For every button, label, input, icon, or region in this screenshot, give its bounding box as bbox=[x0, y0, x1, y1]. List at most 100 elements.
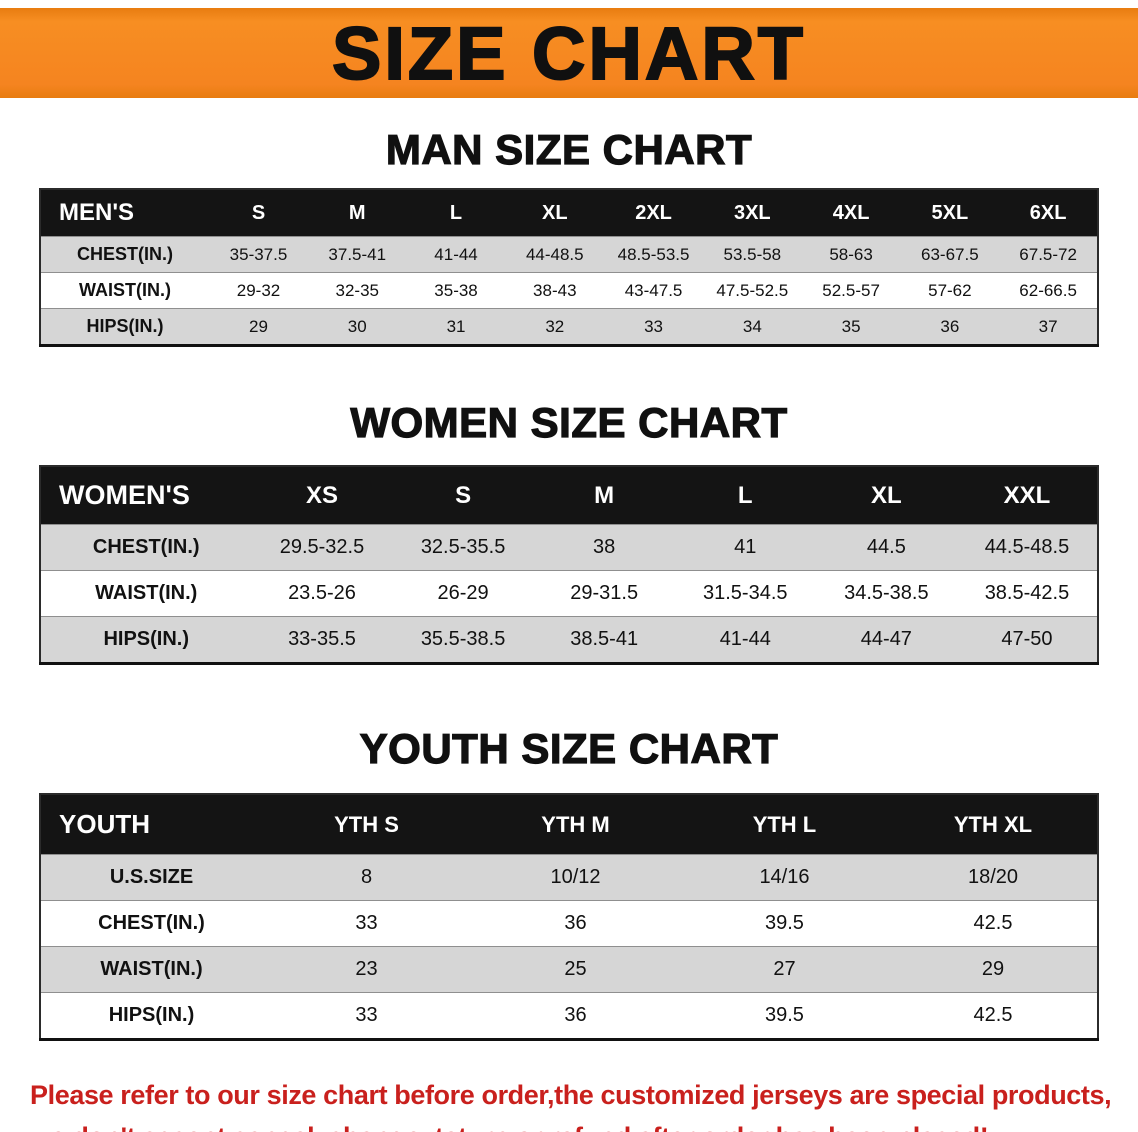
size-value-cell: 34.5-38.5 bbox=[844, 582, 929, 604]
size-value-cell: 41 bbox=[734, 536, 757, 558]
size-value-cell: 47.5-52.5 bbox=[716, 280, 789, 300]
table-row: WAIST(IN.) 23.5-26 26-29 29-31.5 31.5-34.5 34… bbox=[40, 570, 1098, 617]
size-value-cell: 42.5 bbox=[973, 1004, 1013, 1026]
size-value-cell: 35-37.5 bbox=[229, 244, 288, 264]
size-value-cell: 38 bbox=[593, 536, 616, 558]
disclaimer-note: Please refer to our size chart before or… bbox=[0, 1075, 1138, 1132]
women-section-heading: WOMEN SIZE CHART bbox=[350, 398, 788, 446]
size-value-cell: 35.5-38.5 bbox=[420, 628, 506, 650]
youth-size-section: YOUTH SIZE CHART YOUTH YTH S YTH M YTH L YTH… bbox=[0, 724, 1138, 1041]
size-value-cell: 33 bbox=[355, 912, 378, 934]
size-value-cell: 27 bbox=[773, 958, 796, 980]
size-value-cell: 37.5-41 bbox=[328, 244, 387, 264]
size-column-header: S bbox=[392, 466, 534, 525]
table-row: CHEST(IN.) 33 36 39.5 42.5 bbox=[40, 900, 1098, 947]
table-row: CHEST(IN.) 29.5-32.5 32.5-35.5 38 41 44.5 44.5… bbox=[40, 524, 1098, 571]
size-value-cell: 31.5-34.5 bbox=[703, 582, 788, 604]
size-value-cell: 29 bbox=[981, 958, 1005, 980]
table-header-row: WOMEN'S XS S M L XL XXL bbox=[40, 466, 1098, 525]
size-value-cell: 43-47.5 bbox=[624, 280, 683, 300]
row-label: U.S.SIZE bbox=[109, 866, 194, 888]
size-column-header: L bbox=[406, 189, 506, 237]
size-value-cell: 35-38 bbox=[434, 280, 478, 300]
table-corner-label: WOMEN'S bbox=[40, 466, 252, 525]
size-value-cell: 41-44 bbox=[719, 628, 771, 650]
size-value-cell: 44.5 bbox=[866, 536, 906, 558]
table-row: WAIST(IN.) 29-32 32-35 35-38 38-43 43-47.5 47.… bbox=[40, 272, 1098, 309]
size-value-cell: 25 bbox=[564, 958, 587, 980]
size-column-header: YTH XL bbox=[888, 794, 1098, 855]
size-value-cell: 41-44 bbox=[434, 244, 478, 264]
size-column-header: 4XL bbox=[801, 189, 901, 237]
women-size-section: WOMEN SIZE CHART WOMEN'S XS S M L XL XXL CHEST(… bbox=[0, 398, 1138, 665]
row-label: HIPS(IN.) bbox=[103, 628, 189, 650]
size-value-cell: 63-67.5 bbox=[921, 244, 979, 264]
size-column-header: XL bbox=[505, 189, 605, 237]
size-value-cell: 14/16 bbox=[759, 866, 810, 888]
size-value-cell: 33 bbox=[644, 316, 664, 336]
row-label: CHEST(IN.) bbox=[92, 536, 200, 558]
women-size-table: WOMEN'S XS S M L XL XXL CHEST(IN.) 29.5-32.5 32.5… bbox=[39, 465, 1099, 665]
size-value-cell: 31 bbox=[446, 316, 466, 336]
size-value-cell: 42.5 bbox=[973, 912, 1013, 934]
size-value-cell: 29.5-32.5 bbox=[279, 536, 365, 558]
row-label: WAIST(IN.) bbox=[95, 582, 198, 604]
size-value-cell: 8 bbox=[360, 866, 373, 888]
size-value-cell: 34 bbox=[742, 316, 762, 336]
youth-size-table: YOUTH YTH S YTH M YTH L YTH XL U.S.SIZE 8 10/12… bbox=[39, 793, 1099, 1041]
table-corner-label: MEN'S bbox=[40, 189, 210, 237]
table-row: HIPS(IN.) 29 30 31 32 33 34 35 36 37 bbox=[40, 308, 1098, 346]
size-value-cell: 32.5-35.5 bbox=[420, 536, 506, 558]
men-size-section: MAN SIZE CHART MEN'S S M L XL 2XL 3XL 4XL 5XL 6XL… bbox=[0, 125, 1138, 347]
size-value-cell: 62-66.5 bbox=[1019, 280, 1077, 300]
size-value-cell: 53.5-58 bbox=[723, 244, 782, 264]
row-label: WAIST(IN.) bbox=[100, 958, 203, 980]
table-row: U.S.SIZE 8 10/12 14/16 18/20 bbox=[40, 854, 1098, 901]
size-value-cell: 29 bbox=[249, 316, 268, 336]
size-value-cell: 58-63 bbox=[829, 244, 873, 264]
row-label: CHEST(IN.) bbox=[98, 912, 205, 934]
size-value-cell: 29-32 bbox=[236, 280, 281, 300]
size-value-cell: 35 bbox=[841, 316, 861, 336]
size-column-header: 5XL bbox=[900, 189, 1000, 237]
size-value-cell: 44-47 bbox=[860, 628, 912, 650]
size-column-header: M bbox=[307, 189, 407, 237]
page-title: SIZE CHART bbox=[331, 11, 806, 96]
size-value-cell: 23 bbox=[355, 958, 378, 980]
men-size-table: MEN'S S M L XL 2XL 3XL 4XL 5XL 6XL CHEST(IN.) 35-37… bbox=[39, 188, 1099, 347]
size-value-cell: 52.5-57 bbox=[822, 280, 880, 300]
size-chart-banner: SIZE CHART bbox=[0, 8, 1138, 98]
size-column-header: YTH S bbox=[262, 794, 471, 855]
size-value-cell: 10/12 bbox=[550, 866, 601, 888]
table-header-row: YOUTH YTH S YTH M YTH L YTH XL bbox=[40, 794, 1098, 855]
size-value-cell: 44.5-48.5 bbox=[984, 536, 1070, 558]
size-value-cell: 39.5 bbox=[765, 1004, 804, 1026]
size-column-header: XS bbox=[251, 466, 393, 525]
table-header-row: MEN'S S M L XL 2XL 3XL 4XL 5XL 6XL bbox=[40, 189, 1098, 237]
size-column-header: M bbox=[533, 466, 675, 525]
size-value-cell: 37 bbox=[1038, 316, 1058, 336]
row-label: HIPS(IN.) bbox=[108, 1004, 195, 1026]
size-value-cell: 26-29 bbox=[437, 582, 489, 604]
row-label: HIPS(IN.) bbox=[86, 316, 164, 336]
size-column-header: XXL bbox=[956, 466, 1098, 525]
size-value-cell: 44-48.5 bbox=[525, 244, 584, 264]
size-value-cell: 32 bbox=[545, 316, 565, 336]
size-value-cell: 32-35 bbox=[335, 280, 379, 300]
size-value-cell: 36 bbox=[564, 1004, 587, 1026]
size-column-header: 3XL bbox=[702, 189, 802, 237]
size-value-cell: 36 bbox=[564, 912, 587, 934]
size-value-cell: 33-35.5 bbox=[288, 628, 356, 650]
size-column-header: 2XL bbox=[604, 189, 703, 237]
table-row: WAIST(IN.) 23 25 27 29 bbox=[40, 946, 1098, 993]
size-value-cell: 36 bbox=[940, 316, 960, 336]
size-value-cell: 38.5-42.5 bbox=[984, 582, 1070, 604]
table-corner-label: YOUTH bbox=[40, 794, 263, 855]
size-column-header: 6XL bbox=[999, 189, 1098, 237]
size-column-header: YTH L bbox=[679, 794, 889, 855]
size-column-header: L bbox=[674, 466, 816, 525]
table-row: CHEST(IN.) 35-37.5 37.5-41 41-44 44-48.5 48.5… bbox=[40, 236, 1098, 273]
size-value-cell: 33 bbox=[355, 1004, 378, 1026]
table-row: HIPS(IN.) 33 36 39.5 42.5 bbox=[40, 992, 1098, 1040]
